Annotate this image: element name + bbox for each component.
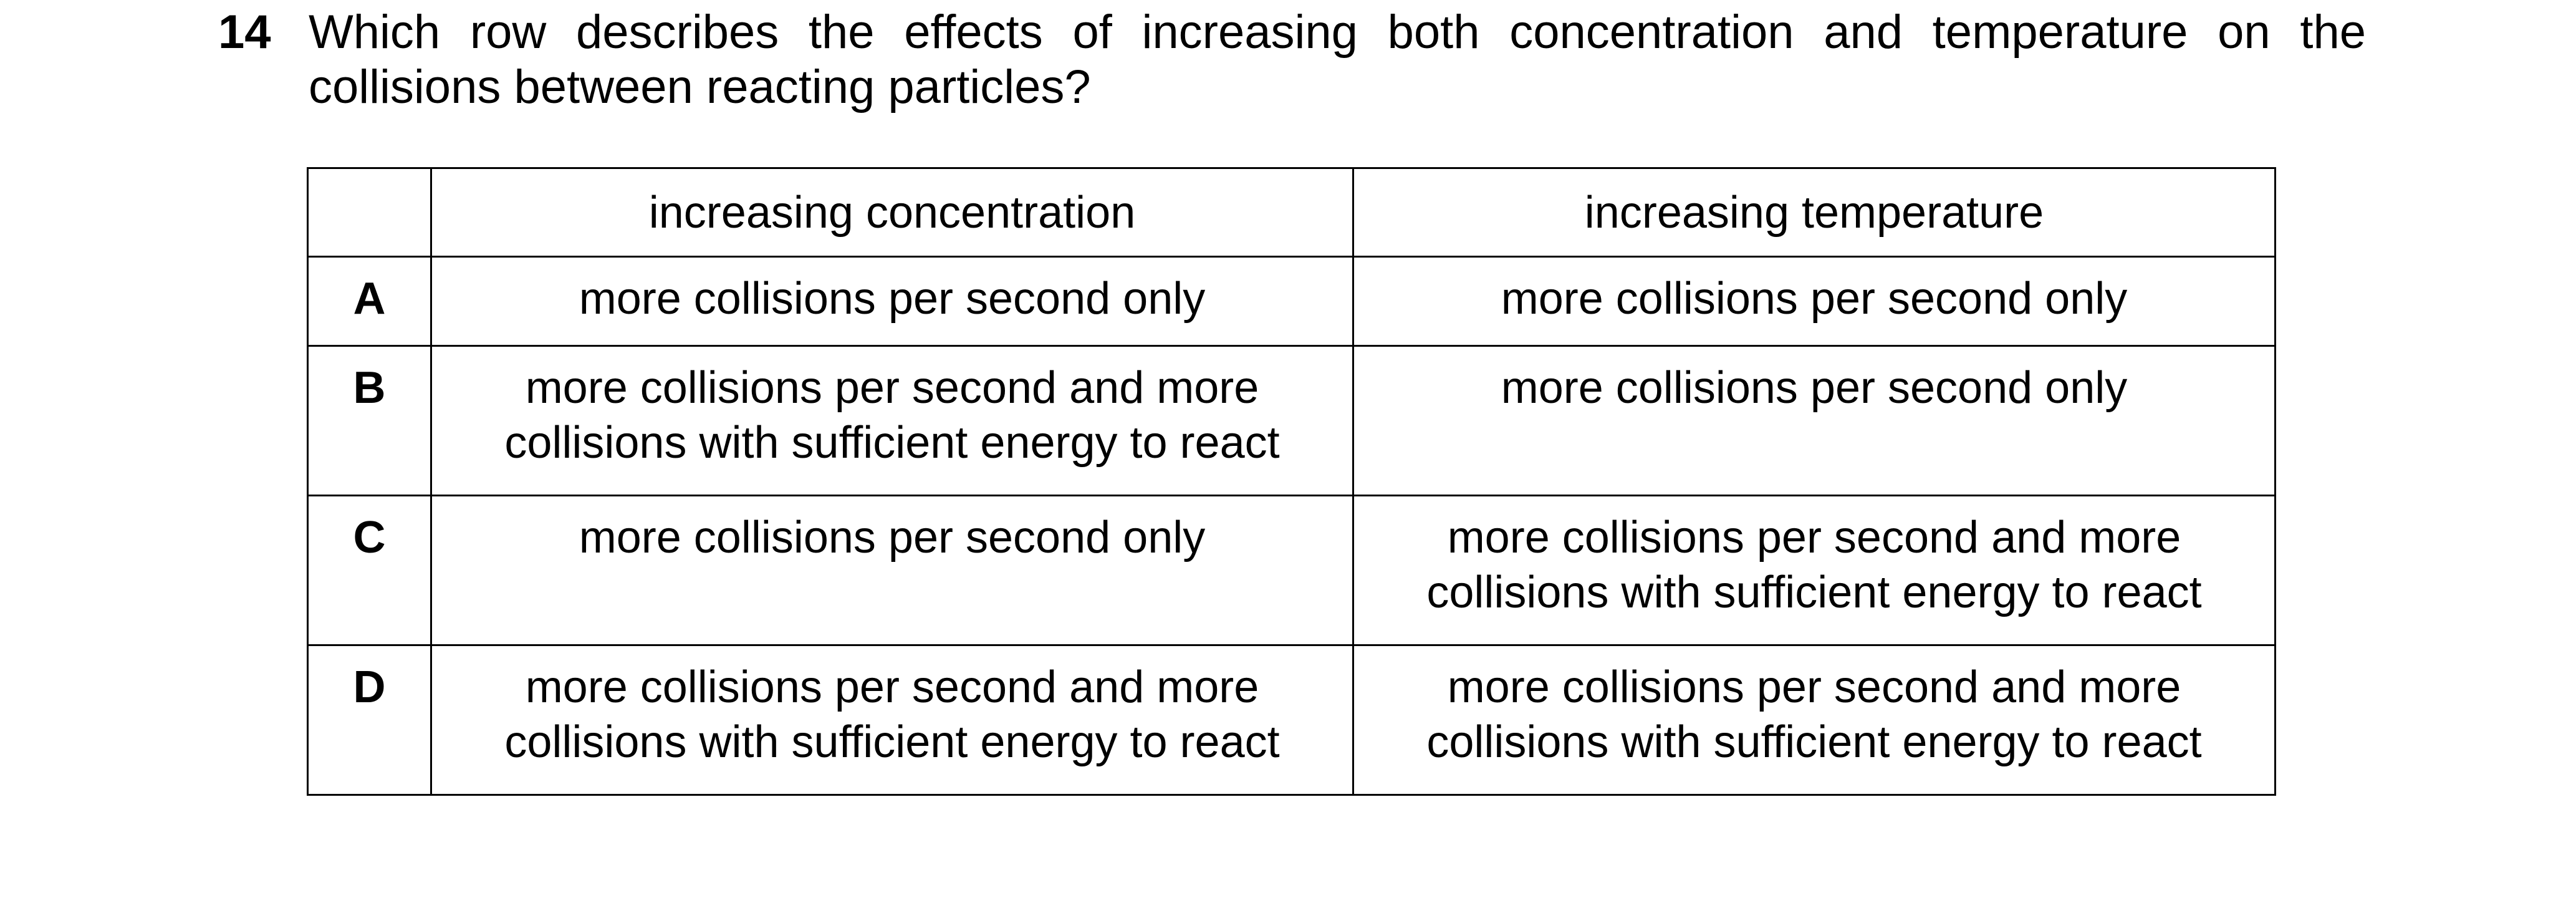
option-letter: C <box>307 495 432 646</box>
concentration-cell: more collisions per second and more coll… <box>430 345 1354 496</box>
concentration-cell: more collisions per second and more coll… <box>430 644 1354 796</box>
question-number: 14 <box>218 6 271 59</box>
table-row: B more collisions per second and more co… <box>307 345 2276 496</box>
table-row: D more collisions per second and more co… <box>307 644 2276 796</box>
concentration-cell: more collisions per second only <box>430 495 1354 646</box>
table-header-row: increasing concentration increasing temp… <box>307 167 2276 258</box>
header-temperature: increasing temperature <box>1352 167 2276 258</box>
table-row: C more collisions per second only more c… <box>307 495 2276 646</box>
option-letter: D <box>307 644 432 796</box>
option-letter: B <box>307 345 432 496</box>
temperature-cell: more collisions per second and more coll… <box>1352 495 2276 646</box>
concentration-cell: more collisions per second only <box>430 256 1354 347</box>
header-blank <box>307 167 432 258</box>
temperature-cell: more collisions per second only <box>1352 256 2276 347</box>
temperature-cell: more collisions per second and more coll… <box>1352 644 2276 796</box>
question-text: Which row describes the effects of incre… <box>309 6 2366 114</box>
table-row: A more collisions per second only more c… <box>307 256 2276 347</box>
header-concentration: increasing concentration <box>430 167 1354 258</box>
option-letter: A <box>307 256 432 347</box>
answer-table: increasing concentration increasing temp… <box>307 167 2276 796</box>
temperature-cell: more collisions per second only <box>1352 345 2276 496</box>
